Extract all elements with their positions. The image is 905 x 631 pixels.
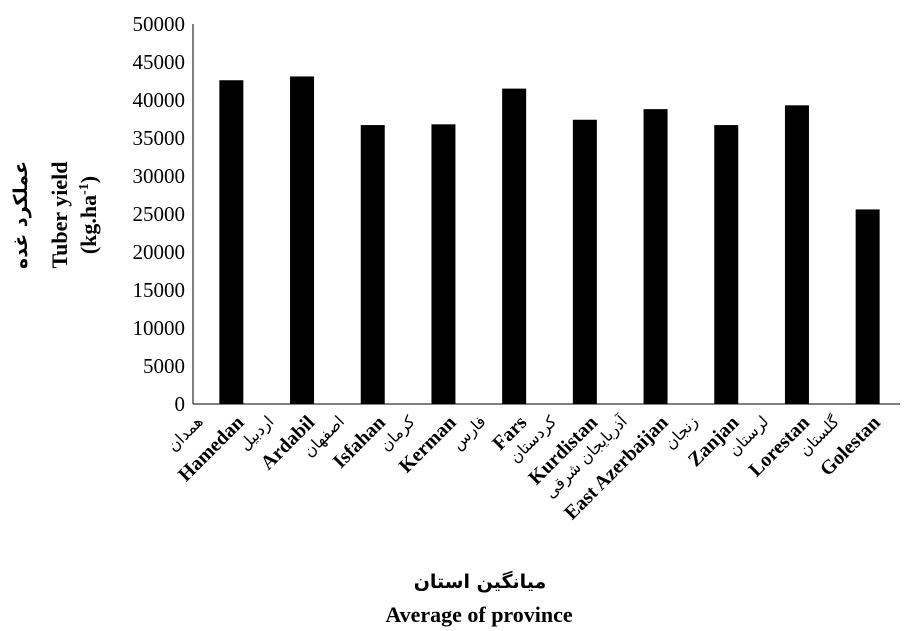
y-tick-label: 30000 <box>133 164 186 188</box>
y-axis-title-en: Tuber yield <box>47 162 72 269</box>
y-axis-unit: (kg.ha-1) <box>76 176 101 254</box>
y-tick-label: 40000 <box>133 88 186 112</box>
x-category-labels: همدانHamedanاردبیلArdabilاصفهانIsfahanکر… <box>163 411 884 524</box>
bar <box>431 124 456 404</box>
y-tick-label: 0 <box>175 392 186 416</box>
bar <box>290 76 315 404</box>
x-axis-title-en: Average of province <box>385 602 573 627</box>
bar <box>714 125 739 404</box>
bar <box>360 125 385 404</box>
bar <box>572 119 597 404</box>
y-axis-title-fa: عملکرد غده <box>10 161 32 269</box>
bar <box>502 88 527 404</box>
y-tick-label: 45000 <box>133 50 186 74</box>
y-tick-label: 20000 <box>133 240 186 264</box>
bar <box>855 209 880 404</box>
x-axis-title-fa: میانگین استان <box>414 570 547 593</box>
y-tick-label: 15000 <box>133 278 186 302</box>
bar <box>643 109 668 405</box>
x-category-label-fa: فارس <box>448 412 490 454</box>
y-tick-label: 5000 <box>143 354 185 378</box>
y-tick-label: 50000 <box>133 12 186 36</box>
bar <box>219 80 244 405</box>
y-tick-label: 35000 <box>133 126 186 150</box>
y-axis-unit-group: (kg.ha-1) <box>76 176 101 254</box>
y-tick-labels: 0 5000 10000 15000 20000 25000 30000 35000 40000… <box>133 12 186 416</box>
y-axis-title-en-group: Tuber yield <box>47 162 72 269</box>
y-tick-label: 10000 <box>133 316 186 340</box>
y-axis-title-fa-group: عملکرد غده <box>10 161 32 269</box>
bars <box>219 76 880 405</box>
bar <box>784 105 809 404</box>
y-tick-label: 25000 <box>133 202 186 226</box>
